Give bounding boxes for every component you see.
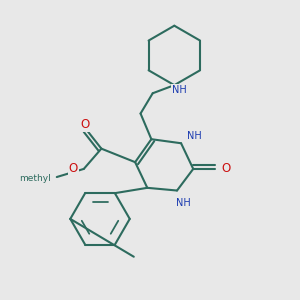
- Text: NH: NH: [176, 198, 191, 208]
- Text: methyl: methyl: [19, 174, 51, 183]
- Text: O: O: [80, 118, 90, 131]
- Text: NH: NH: [172, 85, 187, 95]
- Text: O: O: [222, 162, 231, 175]
- Text: O: O: [69, 162, 78, 176]
- Text: NH: NH: [187, 131, 202, 142]
